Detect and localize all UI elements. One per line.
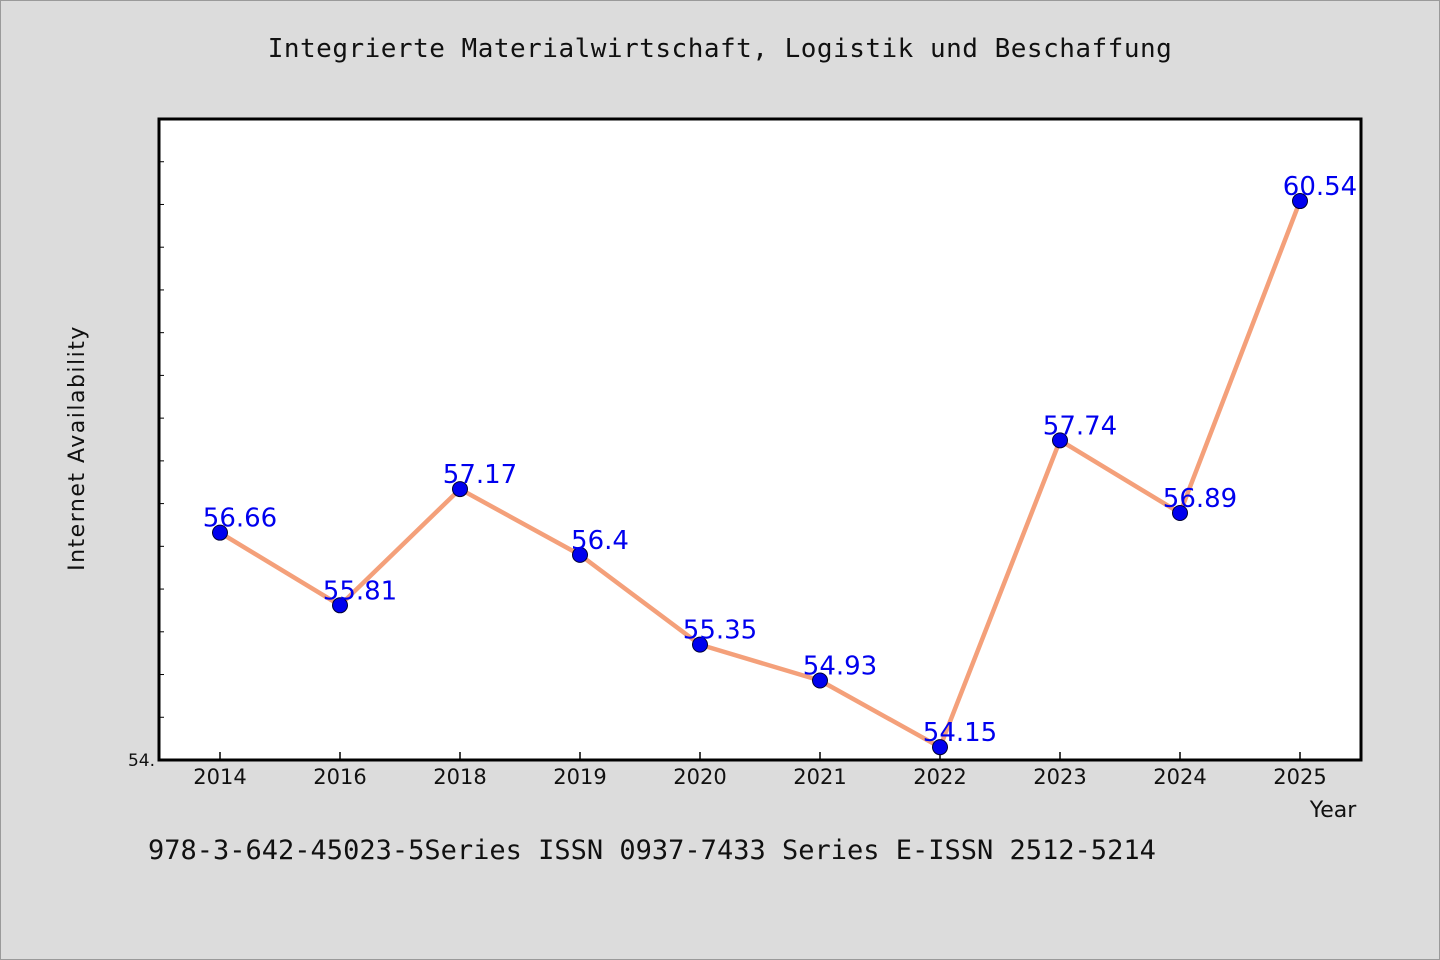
data-label: 54.93 — [803, 652, 877, 682]
data-label: 55.35 — [683, 616, 757, 646]
data-label: 54.15 — [923, 718, 997, 748]
series-line — [217, 198, 1303, 750]
y-tick-label: 54. — [128, 751, 155, 771]
y-axis-label: Internet Availability — [65, 325, 90, 571]
data-label: 56.4 — [571, 526, 629, 556]
data-point — [212, 524, 228, 541]
plot-border — [157, 117, 1363, 762]
x-tick-label: 2016 — [313, 765, 366, 789]
data-label: 56.66 — [203, 504, 277, 534]
data-point — [932, 739, 948, 756]
x-tick-label: 2018 — [433, 765, 486, 789]
x-tick-label: 2022 — [913, 765, 966, 789]
data-point — [332, 597, 348, 614]
data-point — [692, 636, 708, 653]
x-tick-label: 2025 — [1273, 765, 1326, 789]
data-point — [812, 672, 828, 689]
data-label: 55.81 — [323, 576, 397, 606]
data-label: 56.89 — [1163, 484, 1237, 514]
x-tick-label: 2020 — [673, 765, 726, 789]
chart-title: Integrierte Materialwirtschaft, Logistik… — [267, 34, 1173, 64]
x-tick-label: 2014 — [193, 765, 246, 789]
data-point — [1172, 505, 1188, 522]
data-point — [1292, 193, 1308, 210]
footer-isbn-issn: 978-3-642-45023-5Series ISSN 0937-7433 S… — [148, 835, 1156, 866]
x-tick-label: 2019 — [553, 765, 606, 789]
x-tick-label: 2021 — [793, 765, 846, 789]
plot-area — [159, 119, 1361, 760]
data-label: 57.74 — [1043, 411, 1117, 441]
data-point — [1052, 432, 1068, 449]
data-label: 60.54 — [1283, 172, 1357, 202]
data-label: 57.17 — [443, 460, 517, 490]
x-tick-label: 2024 — [1153, 765, 1206, 789]
x-axis-label: Year — [1309, 798, 1358, 823]
data-point — [452, 481, 468, 498]
x-tick-label: 2023 — [1033, 765, 1086, 789]
data-point — [572, 546, 588, 563]
